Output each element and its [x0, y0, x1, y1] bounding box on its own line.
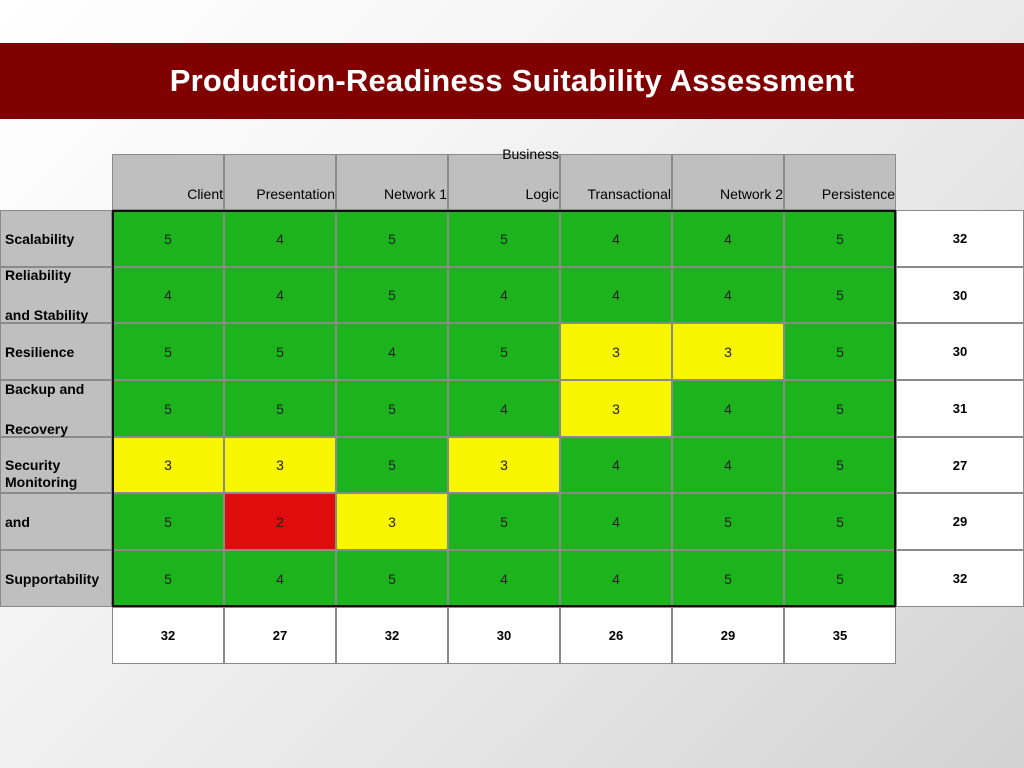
column-total: 32	[112, 607, 224, 664]
score-cell: 5	[784, 380, 896, 437]
score-cell: 4	[448, 550, 560, 607]
score-cell: 5	[448, 493, 560, 550]
score-cell: 5	[784, 493, 896, 550]
score-cell: 5	[224, 323, 336, 380]
score-cell: 5	[336, 437, 448, 493]
score-cell: 4	[672, 437, 784, 493]
score-cell: 5	[112, 210, 224, 267]
score-cell: 4	[560, 267, 672, 323]
row-header: Reliability and Stability	[0, 267, 112, 323]
score-cell: 3	[560, 380, 672, 437]
column-total: 26	[560, 607, 672, 664]
score-cell: 5	[784, 323, 896, 380]
score-cell: 5	[784, 437, 896, 493]
row-header: Security	[0, 437, 112, 493]
row-header: Resilience	[0, 323, 112, 380]
column-header: Network 2	[672, 154, 784, 210]
score-cell: 5	[336, 550, 448, 607]
score-cell: 4	[672, 380, 784, 437]
score-cell: 3	[448, 437, 560, 493]
row-header: Supportability	[0, 550, 112, 607]
score-cell: 4	[336, 323, 448, 380]
row-total: 27	[896, 437, 1024, 493]
score-cell: 5	[448, 210, 560, 267]
score-cell: 5	[112, 323, 224, 380]
score-cell: 4	[224, 210, 336, 267]
score-cell: 4	[448, 380, 560, 437]
column-total: 32	[336, 607, 448, 664]
column-header: Transactional	[560, 154, 672, 210]
score-cell: 5	[112, 550, 224, 607]
row-total: 32	[896, 210, 1024, 267]
score-cell: 4	[672, 210, 784, 267]
column-header: Client	[112, 154, 224, 210]
title-bar: Production-Readiness Suitability Assessm…	[0, 43, 1024, 119]
score-cell: 5	[224, 380, 336, 437]
score-cell: 5	[784, 210, 896, 267]
column-total: 27	[224, 607, 336, 664]
row-total: 31	[896, 380, 1024, 437]
score-cell: 5	[336, 210, 448, 267]
column-header: Network 1	[336, 154, 448, 210]
column-total: 30	[448, 607, 560, 664]
score-cell: 3	[672, 323, 784, 380]
score-cell: 5	[672, 493, 784, 550]
row-header: MonitoringandManagement	[0, 474, 112, 570]
row-header: Scalability	[0, 210, 112, 267]
row-total: 29	[896, 493, 1024, 550]
row-total: 30	[896, 267, 1024, 323]
score-cell: 5	[784, 550, 896, 607]
score-cell: 2	[224, 493, 336, 550]
score-cell: 4	[448, 267, 560, 323]
page-title: Production-Readiness Suitability Assessm…	[169, 63, 855, 98]
score-cell: 4	[560, 210, 672, 267]
column-header: Persistence	[784, 154, 896, 210]
score-cell: 5	[336, 267, 448, 323]
column-header: Business Logic	[448, 146, 560, 210]
score-cell: 3	[336, 493, 448, 550]
row-total: 30	[896, 323, 1024, 380]
score-cell: 4	[224, 267, 336, 323]
score-cell: 4	[224, 550, 336, 607]
column-total: 35	[784, 607, 896, 664]
score-cell: 4	[560, 550, 672, 607]
score-cell: 3	[224, 437, 336, 493]
score-cell: 4	[112, 267, 224, 323]
column-total: 29	[672, 607, 784, 664]
row-header: Backup and Recovery	[0, 380, 112, 437]
score-cell: 5	[448, 323, 560, 380]
score-cell: 4	[560, 493, 672, 550]
score-cell: 5	[112, 493, 224, 550]
score-cell: 5	[336, 380, 448, 437]
score-cell: 4	[672, 267, 784, 323]
score-cell: 3	[112, 437, 224, 493]
row-total: 32	[896, 550, 1024, 607]
score-cell: 5	[112, 380, 224, 437]
score-cell: 3	[560, 323, 672, 380]
score-cell: 5	[672, 550, 784, 607]
column-header: Presentation	[224, 154, 336, 210]
score-cell: 4	[560, 437, 672, 493]
score-cell: 5	[784, 267, 896, 323]
